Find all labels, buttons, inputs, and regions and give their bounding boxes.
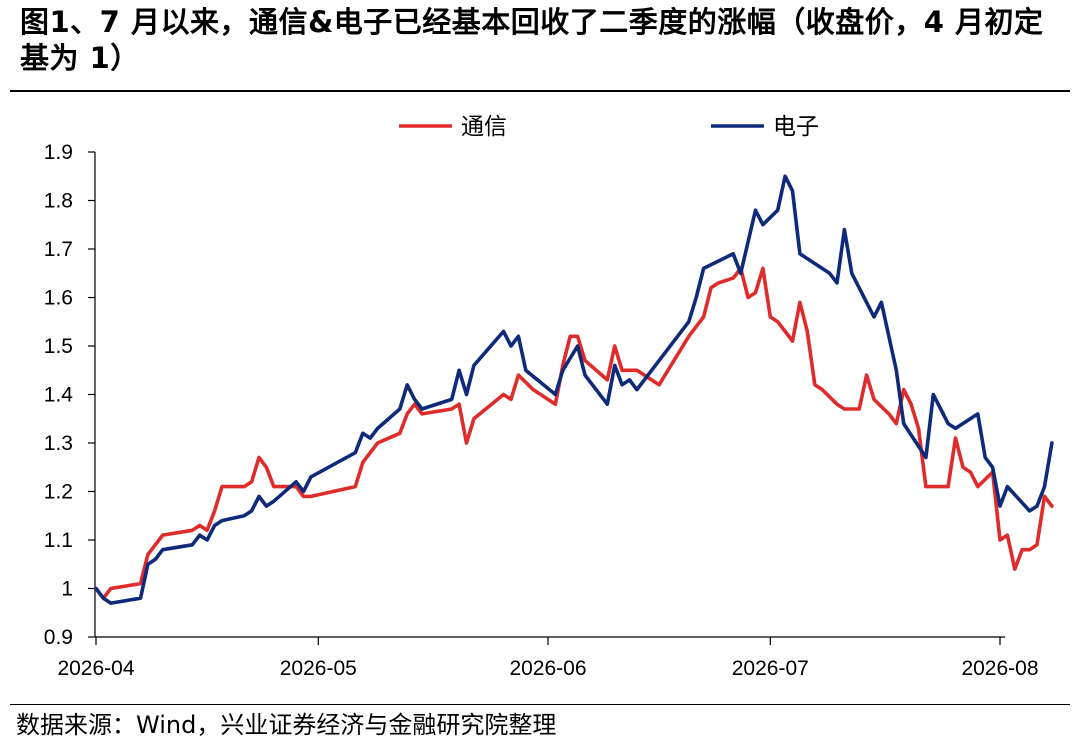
y-tick-label: 1.4 <box>44 384 74 407</box>
y-tick-label: 1.6 <box>44 287 73 310</box>
chart-legend: 通信 电子 <box>399 114 819 140</box>
x-axis: 2026-04 2026-05 2026-06 2026-07 2026-08 <box>57 636 1039 680</box>
y-tick-label: 1 <box>61 578 73 601</box>
x-tick-label: 2026-04 <box>57 657 134 680</box>
figure-title: 图1、7 月以来，通信&电子已经基本回收了二季度的涨幅（收盘价，4 月初定基为 … <box>20 5 1044 75</box>
data-source-note: 数据来源：Wind，兴业证券经济与金融研究院整理 <box>16 711 557 739</box>
y-tick-label: 1.1 <box>44 529 73 552</box>
series-line-electronics <box>94 174 1054 605</box>
y-tick-label: 1.2 <box>44 481 73 504</box>
y-tick-label: 0.9 <box>44 626 73 649</box>
legend-label: 通信 <box>461 114 507 140</box>
x-tick-label: 2026-05 <box>280 657 357 680</box>
x-tick-label: 2026-08 <box>961 657 1038 680</box>
y-tick-label: 1.3 <box>44 432 73 455</box>
source-divider <box>10 704 1070 705</box>
title-divider <box>10 90 1070 92</box>
y-tick-label: 1.8 <box>44 190 73 213</box>
series-layer <box>94 174 1054 605</box>
x-tick-label: 2026-06 <box>509 657 586 680</box>
y-tick-label: 1.7 <box>44 238 73 261</box>
y-tick-label: 1.9 <box>44 141 73 164</box>
y-axis: 0.9 1 1.1 1.2 1.3 1.4 1.5 1.6 1.7 1.8 1.9 <box>44 141 96 649</box>
y-tick-label: 1.5 <box>44 335 73 358</box>
x-tick-label: 2026-07 <box>732 657 809 680</box>
line-chart: 0.911.11.21.31.41.51.61.71.81.9 2026-04 2… <box>44 114 1054 680</box>
legend-label: 电子 <box>773 114 819 140</box>
